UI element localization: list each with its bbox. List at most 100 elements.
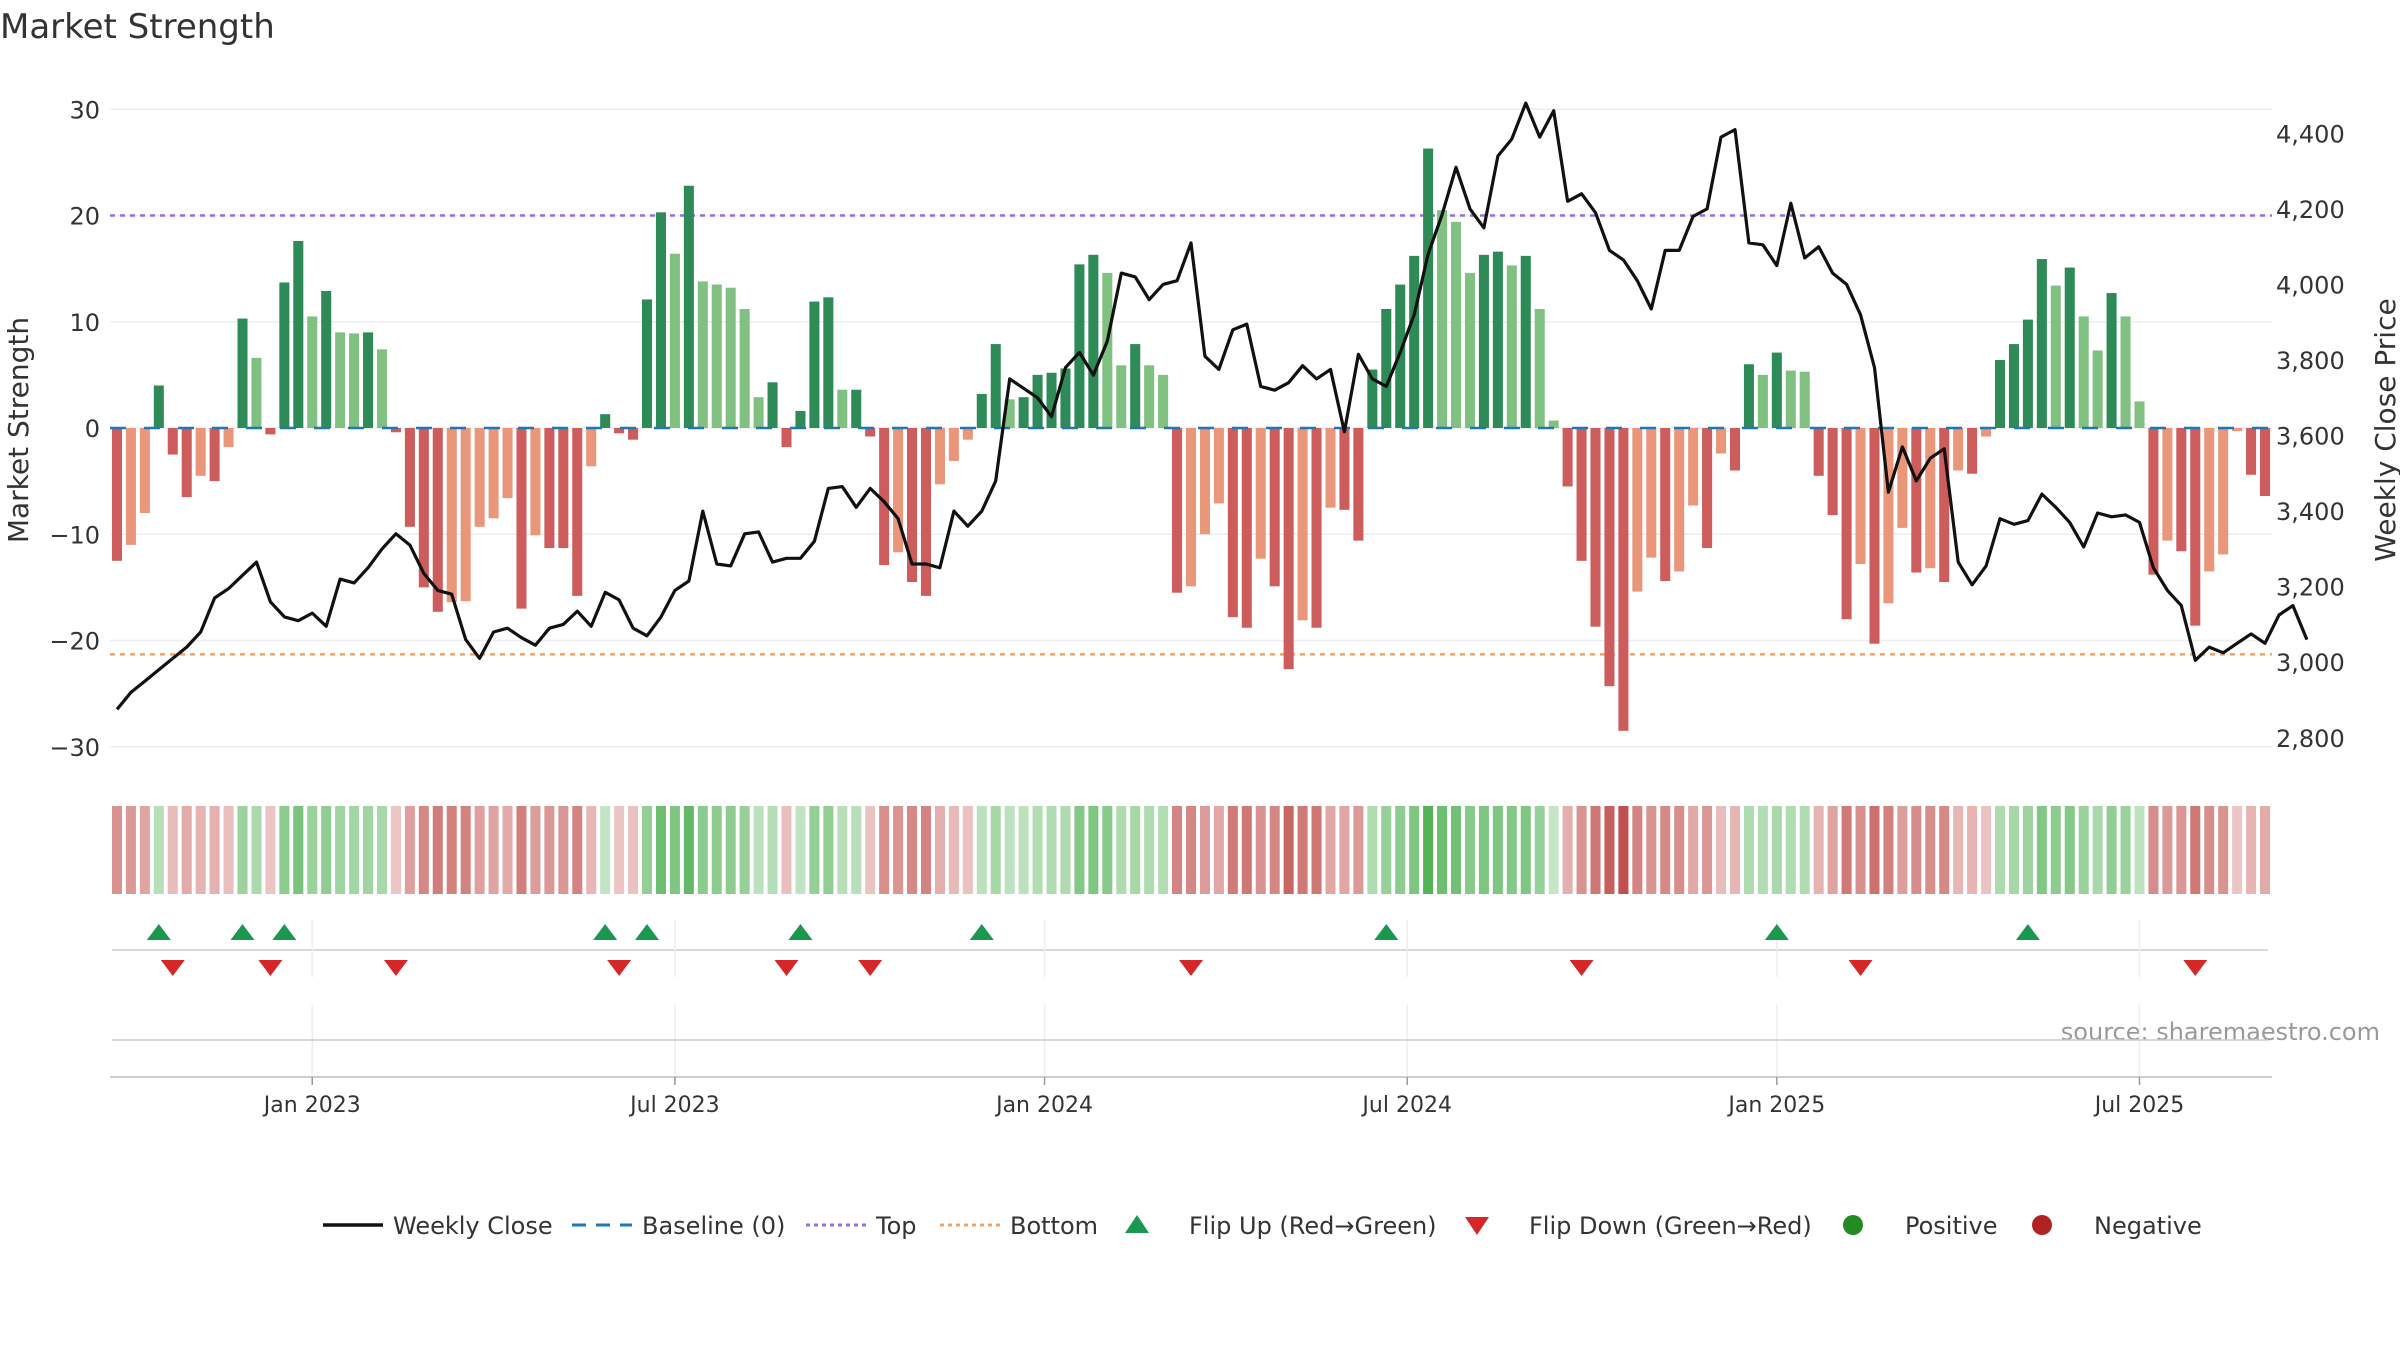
heat-strip-cell (1241, 806, 1252, 894)
strength-bar (1939, 428, 1950, 583)
strength-bar (474, 428, 485, 527)
y2-axis-ticks: 4,400 4,200 4,000 3,800 3,600 3,400 3,200 3,000… (2276, 120, 2345, 752)
strength-bar (404, 428, 415, 527)
strength-bar (865, 428, 876, 437)
strength-bar (1604, 428, 1615, 687)
heat-strip-cell (837, 806, 848, 894)
heat-strip-cell (1534, 806, 1545, 894)
strength-bars (111, 148, 2271, 731)
strength-bar (307, 316, 318, 428)
strength-bar (167, 428, 178, 455)
legend-label: Negative (2094, 1212, 2202, 1240)
y2-tick-label: 3,200 (2276, 574, 2345, 602)
weekly-close-line (115, 101, 2309, 711)
heat-strip-cell (1423, 806, 1434, 894)
heat-strip-cell (2260, 806, 2271, 894)
heat-strip-cell (1311, 806, 1322, 894)
strength-bar (1381, 309, 1392, 428)
heat-strip-cell (1381, 806, 1392, 894)
heat-strip-cell (1646, 806, 1657, 894)
heat-strip-cell (572, 806, 583, 894)
heat-strip-cell (1981, 806, 1992, 894)
heat-strip-cell (1855, 806, 1866, 894)
strength-bar (1325, 428, 1336, 508)
strength-bar (586, 428, 597, 467)
heat-strip-cell (2218, 806, 2229, 894)
strength-bar (293, 241, 304, 428)
strength-bar (600, 414, 611, 428)
heat-strip-cell (307, 806, 318, 894)
heat-strip-cell (1478, 806, 1489, 894)
strength-bar (1855, 428, 1866, 564)
heat-strip-cell (1102, 806, 1113, 894)
legend-label: Flip Up (Red→Green) (1189, 1212, 1437, 1240)
x-axis-ticks: Jan 2023 Jul 2023 Jan 2024 Jul 2024 Jan 2025… (262, 1077, 2184, 1118)
heat-strip-cell (2134, 806, 2145, 894)
heat-strip-cell (1799, 806, 1810, 894)
heat-strip-cell (1729, 806, 1741, 894)
heat-strip-cell (2050, 806, 2061, 894)
strength-bar (1172, 428, 1183, 593)
heat-strip-cell (335, 806, 346, 894)
strength-bar (2092, 350, 2103, 428)
heat-strip-cell (628, 806, 639, 894)
heat-strip-cell (725, 806, 736, 894)
heat-strip-cell (349, 806, 360, 894)
strength-bar (851, 389, 862, 428)
flip-down-marker (1179, 960, 1203, 976)
strength-bar (725, 287, 736, 428)
heat-strip-cell (1032, 806, 1043, 894)
flip-down-marker (258, 960, 283, 976)
strength-bar (1185, 428, 1197, 587)
heat-strip-cell (1144, 806, 1155, 894)
heat-strip-cell (1674, 806, 1685, 894)
strength-bar (1994, 360, 2006, 428)
heat-strip-cell (1897, 806, 1908, 894)
y2-tick-label: 3,400 (2276, 498, 2345, 526)
heat-strip-cell (683, 806, 694, 894)
heat-strip-cell (1130, 806, 1141, 894)
heat-strip-cell (1743, 806, 1754, 894)
strength-bar (739, 309, 750, 428)
flip-up-marker (593, 924, 618, 940)
strength-bar (781, 428, 792, 448)
strength-bar (153, 385, 164, 428)
strength-bar (1576, 428, 1587, 561)
heat-strip-cell (1325, 806, 1336, 894)
heat-strip-cell (1437, 806, 1448, 894)
legend-symbol-flip-down (1465, 1217, 1489, 1235)
strength-bar (1004, 399, 1015, 428)
strength-bar (823, 297, 834, 428)
heat-strip-cell (1046, 806, 1057, 894)
strength-bar (1437, 210, 1448, 428)
heat-strip-cell (586, 806, 597, 894)
strength-bar (1339, 428, 1350, 510)
strength-bar (1799, 371, 1810, 428)
strength-bar (363, 332, 374, 428)
strength-bar (349, 333, 360, 428)
legend-label: Flip Down (Green→Red) (1529, 1212, 1812, 1240)
strength-bar (488, 428, 499, 519)
heat-strip-cell (390, 806, 401, 894)
strength-bar (948, 428, 959, 461)
strength-bar (920, 428, 932, 596)
heat-strip-cell (2036, 806, 2047, 894)
heat-strip-cell (1213, 806, 1224, 894)
heat-strip-cell (223, 806, 234, 894)
heat-strip-cell (1492, 806, 1503, 894)
heat-strip-cell (1158, 806, 1169, 894)
heat-strip-cell (251, 806, 262, 894)
flip-down-marker (858, 960, 883, 976)
y-axis-ticks: 30 20 10 0 −10 −20 −30 (49, 96, 100, 762)
y-tick-label: −30 (49, 734, 100, 762)
heat-strip-cell (2092, 806, 2103, 894)
heat-strip-cell (1771, 806, 1782, 894)
strength-bar (530, 428, 541, 536)
strength-bar (1311, 428, 1322, 628)
strength-bar (879, 428, 890, 566)
strength-bar (2148, 428, 2159, 575)
heat-strip-cell (2162, 806, 2173, 894)
strength-bar (1897, 428, 1908, 528)
strength-bar (641, 299, 653, 428)
y2-tick-label: 3,600 (2276, 423, 2345, 451)
